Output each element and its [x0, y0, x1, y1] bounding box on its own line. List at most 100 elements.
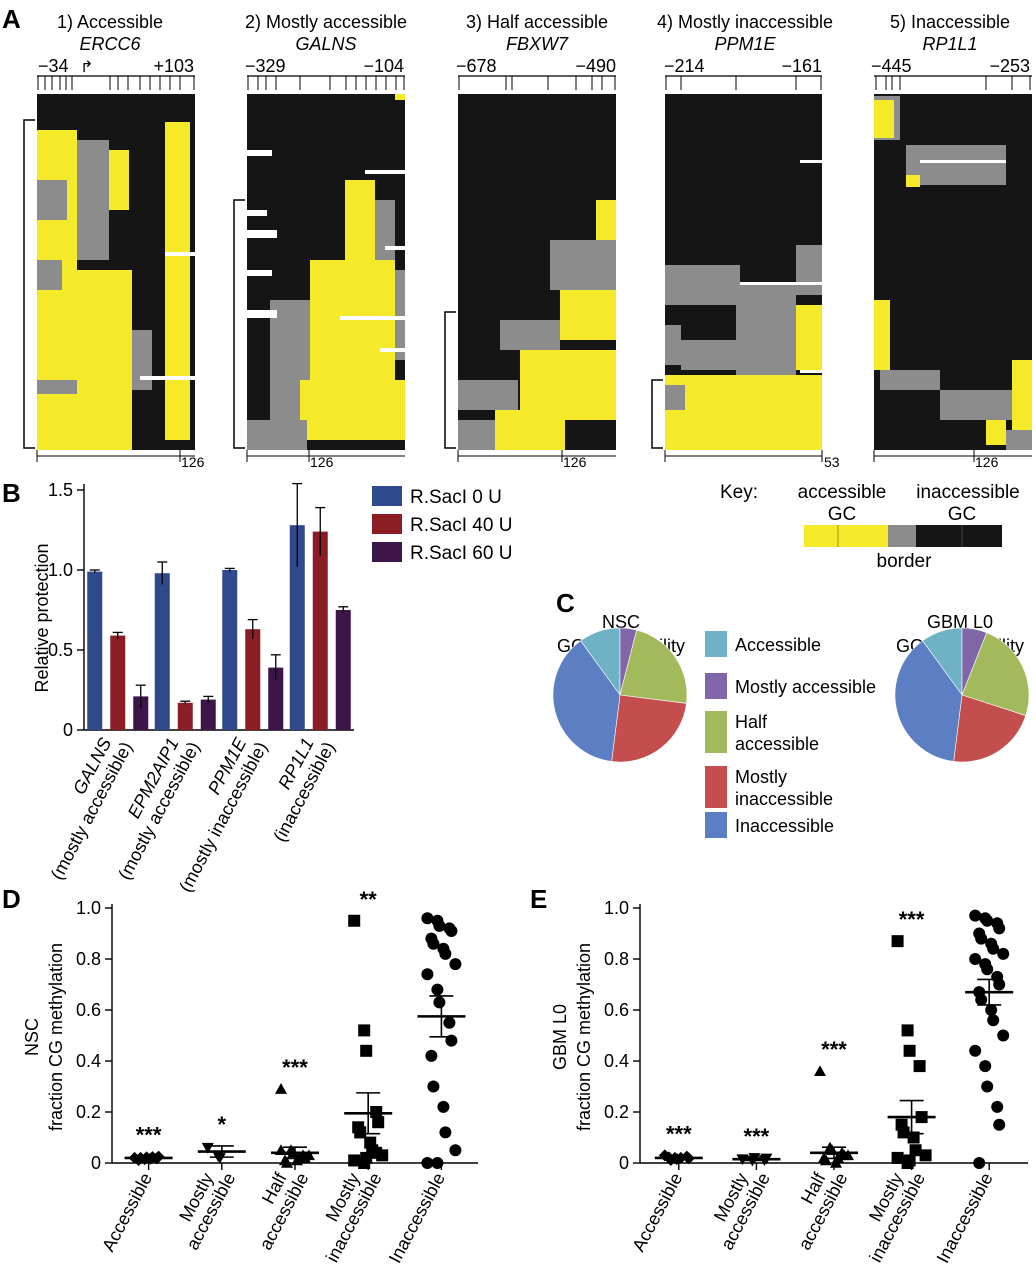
- bar-ppm1e-series-1: [245, 629, 261, 730]
- map-left-position: −329: [245, 56, 286, 76]
- data-point: [275, 1083, 287, 1094]
- color-key: Key: accessible GC inaccessible GC borde…: [720, 482, 1020, 572]
- data-point: [421, 1157, 434, 1169]
- data-point: [421, 912, 434, 925]
- significance-marker: ***: [744, 1124, 770, 1149]
- molecule-map: [665, 94, 822, 450]
- panel-letter-e: E: [530, 884, 547, 914]
- key-swatch-accessible: [804, 525, 888, 547]
- pie-title-nsc: NSC: [602, 612, 640, 632]
- data-point: [439, 947, 452, 960]
- y-axis-label-line2: fraction CG methylation: [574, 943, 594, 1131]
- y-tick-label: 0.6: [604, 1000, 629, 1020]
- panel-d-scatter: NSC fraction CG methylation 0 0.2 0.4 0.6 0.…: [22, 887, 478, 1266]
- data-point: [903, 1044, 916, 1057]
- bar-rp1l1-series-2: [335, 610, 351, 730]
- data-point: [425, 1049, 438, 1062]
- y-tick-label: 0.6: [76, 1000, 101, 1020]
- y-tick-label: 0.8: [76, 949, 101, 969]
- x-category-label: Accessible: [98, 1169, 156, 1254]
- key-border-label: border: [877, 551, 933, 572]
- data-point: [993, 1118, 1006, 1131]
- data-point: [437, 1100, 450, 1113]
- data-point: [348, 914, 361, 927]
- significance-marker: *: [218, 1112, 227, 1137]
- y-axis-label-line2: fraction CG methylation: [46, 943, 66, 1131]
- significance-marker: ***: [821, 1037, 847, 1062]
- panel-a: 1) Accessible ERCC6 −34 ↱ +103: [23, 12, 1032, 572]
- data-point: [997, 1029, 1010, 1042]
- data-point: [993, 978, 1006, 991]
- legend-swatch-4: [705, 812, 727, 838]
- map-right-position: −104: [363, 56, 404, 76]
- data-point: [433, 996, 446, 1009]
- legend-label-0: Accessible: [735, 635, 821, 655]
- pie-slice-nsc-half-accessible: [619, 629, 688, 704]
- y-tick-label: 0: [63, 720, 73, 740]
- data-point: [842, 1149, 854, 1161]
- bar-galns-series-0: [87, 571, 103, 730]
- legend-label-3: Mostly: [735, 767, 787, 787]
- data-point: [973, 1157, 986, 1169]
- y-tick-label: 0: [91, 1153, 101, 1173]
- data-point: [987, 1014, 1000, 1027]
- legend-label-4: Inaccessible: [735, 816, 834, 836]
- map-left-position: −678: [456, 56, 497, 76]
- bar-rp1l1-series-0: [289, 525, 305, 730]
- y-tick-label: 0.2: [76, 1102, 101, 1122]
- data-point: [981, 914, 994, 927]
- data-point: [975, 932, 988, 945]
- panel-letter-a: A: [2, 4, 21, 34]
- data-point: [213, 1153, 226, 1164]
- significance-marker: ***: [136, 1123, 162, 1148]
- pie-slice-gbm-half-accessible: [961, 632, 1030, 717]
- map-gene: RP1L1: [922, 34, 977, 54]
- y-tick-label: 1.0: [76, 898, 101, 918]
- molecule-count: 53: [824, 454, 840, 470]
- map-1: 1) Accessible ERCC6 −34 ↱ +103: [23, 12, 205, 470]
- x-category-label: Inaccessible: [933, 1169, 997, 1266]
- data-point: [439, 1126, 452, 1139]
- data-point: [832, 1151, 844, 1163]
- data-point: [449, 1144, 462, 1157]
- molecule-count: 126: [181, 454, 205, 470]
- pies: [552, 627, 1030, 763]
- data-point: [360, 1151, 373, 1164]
- data-point: [372, 1116, 385, 1129]
- data-point: [985, 1004, 998, 1016]
- bar-epm2aip1-series-2: [200, 699, 216, 730]
- data-point: [901, 1024, 914, 1037]
- map-4: 4) Mostly inaccessible PPM1E −214 −161: [651, 12, 840, 470]
- data-point: [431, 983, 444, 996]
- pie-slice-nsc-mostly-inaccessible: [611, 694, 687, 763]
- data-point: [445, 924, 458, 937]
- map-title: 3) Half accessible: [466, 12, 608, 32]
- key-inaccessible-label: inaccessible: [916, 482, 1020, 503]
- map-left-position: −214: [664, 56, 705, 76]
- bar-epm2aip1-series-0: [154, 573, 170, 730]
- legend: Accessible Mostly accessible Halfaccessibl…: [705, 631, 876, 838]
- data-point: [979, 1060, 992, 1073]
- y-tick-label: 0.2: [604, 1102, 629, 1122]
- data-point: [997, 947, 1010, 960]
- y-axis: 0 0.5 1.0 1.5: [48, 480, 354, 740]
- y-axis-label: Relative protection: [32, 543, 52, 692]
- plot: 00.20.40.60.81.0***Accessible*Mostlyacce…: [76, 887, 478, 1266]
- panel-e-scatter: GBM L0 fraction CG methylation 0 0.2 0.4 0.…: [550, 898, 1028, 1266]
- y-tick-label: 1.5: [48, 480, 73, 500]
- legend-swatch-1: [372, 514, 402, 534]
- data-point: [919, 1149, 932, 1162]
- key-swatch-border: [888, 525, 916, 547]
- bar-galns-series-2: [133, 696, 149, 730]
- data-point: [360, 1044, 373, 1057]
- legend-swatch-2: [705, 711, 727, 753]
- site-ticks: [37, 76, 195, 90]
- plot: 00.20.40.60.81.0***Accessible***Mostlyac…: [604, 898, 1028, 1266]
- cluster-bracket: [23, 119, 35, 449]
- panel-b-bar-chart: Relative protection 0 0.5 1.0 1.5 GALNS(mos…: [32, 480, 512, 895]
- map-title: 2) Mostly accessible: [245, 12, 407, 32]
- y-tick-label: 1.0: [604, 898, 629, 918]
- key-label: Key:: [720, 482, 758, 503]
- map-right-position: −490: [575, 56, 616, 76]
